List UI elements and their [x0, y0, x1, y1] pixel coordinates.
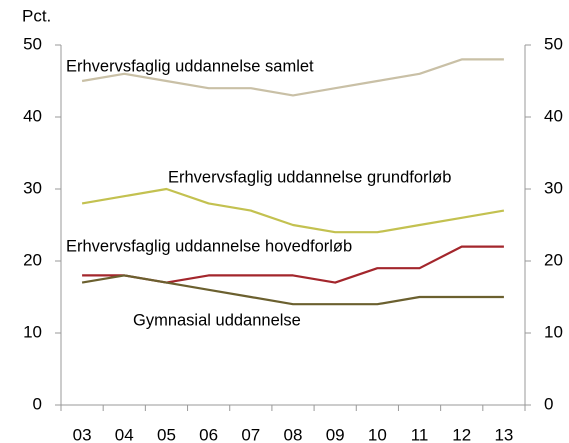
- y2-tick-label: 30: [544, 178, 563, 197]
- x-tick-label: 11: [411, 425, 429, 443]
- x-tick-label: 09: [326, 425, 345, 443]
- y-tick-label: 50: [23, 34, 42, 53]
- series-label: Erhvervsfaglig uddannelse grundforløb: [168, 168, 451, 186]
- x-tick-label: 13: [494, 425, 513, 443]
- y2-tick-label: 50: [544, 34, 563, 53]
- series-line: [81, 274, 504, 306]
- y2-tick-label: 20: [544, 250, 563, 269]
- y2-tick-label: 40: [544, 106, 563, 125]
- series-label: Erhvervsfaglig uddannelse hovedforløb: [66, 237, 352, 255]
- x-tick-label: 06: [199, 425, 218, 443]
- y2-tick-label: 10: [544, 322, 563, 341]
- y-tick-label: 30: [23, 178, 42, 197]
- x-tick-label: 12: [452, 425, 471, 443]
- y2-tick-label: 0: [544, 394, 553, 413]
- x-tick-label: 04: [115, 425, 134, 443]
- y-axis-label: Pct.: [22, 6, 51, 25]
- y-tick-label: 20: [23, 250, 42, 269]
- series-line: [81, 187, 505, 234]
- y-tick-label: 0: [33, 394, 42, 413]
- x-tick-label: 07: [241, 425, 260, 443]
- series-label: Erhvervsfaglig uddannelse samlet: [66, 57, 314, 75]
- x-tick-label: 10: [368, 425, 387, 443]
- y-tick-label: 40: [23, 106, 42, 125]
- series-label: Gymnasial uddannelse: [133, 311, 301, 329]
- x-tick-label: 03: [73, 425, 92, 443]
- x-tick-label: 08: [284, 425, 303, 443]
- y-tick-label: 10: [23, 322, 42, 341]
- series-line: [81, 58, 504, 97]
- x-tick-label: 05: [157, 425, 176, 443]
